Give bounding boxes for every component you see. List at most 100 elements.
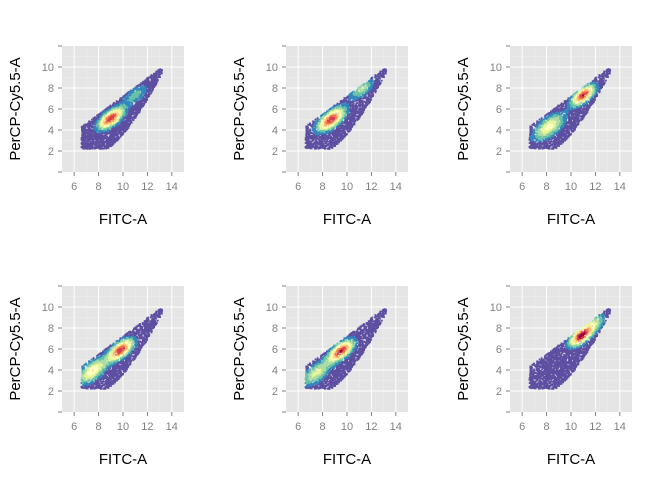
density-point — [111, 109, 113, 111]
x-tick-label: 14 — [166, 181, 178, 193]
density-point — [155, 75, 157, 77]
density-point — [161, 69, 163, 71]
y-tick-label: 8 — [48, 83, 54, 95]
density-point — [310, 145, 312, 147]
density-point — [372, 95, 374, 97]
density-point — [117, 102, 119, 104]
density-point — [371, 77, 373, 79]
density-point — [97, 133, 99, 135]
density-point — [90, 139, 92, 141]
density-point — [89, 139, 91, 141]
density-point — [88, 129, 90, 131]
density-point — [126, 127, 128, 129]
density-point — [106, 145, 108, 147]
density-point — [377, 74, 379, 76]
density-point — [153, 86, 155, 88]
density-point — [346, 133, 348, 135]
density-point — [86, 143, 88, 145]
density-point — [367, 97, 369, 99]
density-point — [155, 78, 157, 80]
density-point — [119, 126, 121, 128]
density-point — [309, 147, 311, 149]
density-point — [146, 99, 148, 101]
density-point — [83, 144, 85, 146]
density-point — [98, 118, 100, 120]
density-point — [87, 132, 89, 134]
density-point — [103, 115, 105, 117]
density-point — [132, 90, 134, 92]
x-tick-label: 6 — [71, 181, 77, 193]
density-point — [129, 119, 131, 121]
density-point — [337, 103, 339, 105]
density-point — [83, 138, 85, 140]
density-point — [374, 80, 376, 82]
density-point — [345, 125, 347, 127]
density-point — [125, 120, 127, 122]
density-point — [351, 92, 353, 94]
density-point — [129, 96, 131, 98]
density-point — [100, 124, 102, 126]
density-point — [96, 127, 98, 129]
density-point — [96, 121, 98, 123]
density-point — [345, 100, 347, 102]
density-point — [346, 105, 348, 107]
density-point — [148, 87, 150, 89]
density-point — [132, 119, 134, 121]
density-point — [309, 137, 311, 139]
density-point — [338, 116, 340, 118]
density-point — [355, 109, 357, 111]
density-point — [321, 147, 323, 149]
x-tick-label: 12 — [141, 181, 153, 193]
density-point — [326, 111, 328, 113]
density-point — [342, 117, 344, 119]
density-point — [114, 118, 116, 120]
density-point — [107, 108, 109, 110]
density-point — [342, 121, 344, 123]
density-point — [106, 121, 108, 123]
density-point — [141, 105, 143, 107]
density-point — [136, 86, 138, 88]
density-point — [141, 86, 143, 88]
density-point — [136, 89, 138, 91]
density-point — [96, 142, 98, 144]
density-point — [381, 80, 383, 82]
density-point — [364, 107, 366, 109]
density-point — [118, 113, 120, 115]
density-point — [104, 111, 106, 113]
density-point — [133, 111, 135, 113]
density-point — [87, 125, 89, 127]
density-point — [371, 87, 373, 89]
density-point — [133, 98, 135, 100]
density-point — [122, 117, 124, 119]
density-point — [318, 147, 320, 149]
density-point — [126, 122, 128, 124]
density-point — [105, 141, 107, 143]
density-point — [86, 137, 88, 139]
density-point — [128, 101, 130, 103]
density-point — [357, 107, 359, 109]
density-point — [107, 133, 109, 135]
density-point — [145, 84, 147, 86]
density-point — [365, 94, 367, 96]
density-point — [357, 116, 359, 118]
density-point — [135, 117, 137, 119]
panel-2: 6 8 10 12 14246810FITC-APerCP-Cy5.5-A — [231, 46, 408, 228]
density-point — [91, 142, 93, 144]
density-point — [321, 145, 323, 147]
density-point — [99, 116, 101, 118]
density-point — [155, 82, 157, 84]
density-point — [96, 125, 98, 127]
density-point — [124, 112, 126, 114]
density-point — [102, 123, 104, 125]
density-point — [348, 111, 350, 113]
density-point — [360, 93, 362, 95]
density-point — [346, 119, 348, 121]
density-point — [332, 106, 334, 108]
density-point — [124, 94, 126, 96]
density-point — [131, 103, 133, 105]
density-point — [131, 92, 133, 94]
density-point — [141, 103, 143, 105]
density-point — [157, 80, 159, 82]
density-point — [120, 100, 122, 102]
density-point — [377, 84, 379, 86]
